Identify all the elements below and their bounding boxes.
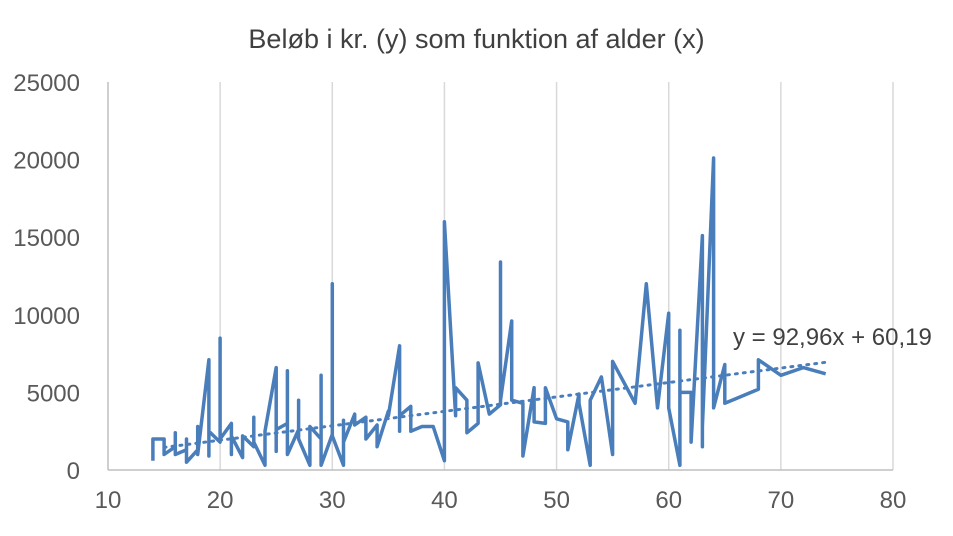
trendline-group (162, 360, 828, 449)
y-tick-label: 25000 (13, 70, 80, 97)
trendline (162, 360, 828, 449)
x-tick-label: 60 (655, 487, 682, 514)
y-tick-label: 5000 (27, 380, 80, 407)
y-tick-label: 15000 (13, 225, 80, 252)
x-tick-label: 20 (207, 487, 234, 514)
x-tick-label: 40 (431, 487, 458, 514)
series-group (151, 156, 827, 468)
y-tick-label: 0 (67, 458, 80, 485)
trendline-equation-label: y = 92,96x + 60,19 (733, 324, 932, 351)
axes (107, 82, 893, 471)
x-tick-label: 70 (768, 487, 795, 514)
x-tick-label: 10 (95, 487, 122, 514)
tick-labels: 10 20 30 40 50 60 70 80 0 5000 10000 15000 20000 2500… (13, 70, 906, 514)
chart-title: Beløb i kr. (y) som funktion af alder (x… (248, 24, 705, 54)
x-tick-label: 80 (880, 487, 907, 514)
y-tick-label: 10000 (13, 303, 80, 330)
series-line-0 (151, 156, 827, 468)
x-tick-label: 50 (543, 487, 570, 514)
x-tick-label: 30 (319, 487, 346, 514)
y-tick-label: 20000 (13, 148, 80, 175)
